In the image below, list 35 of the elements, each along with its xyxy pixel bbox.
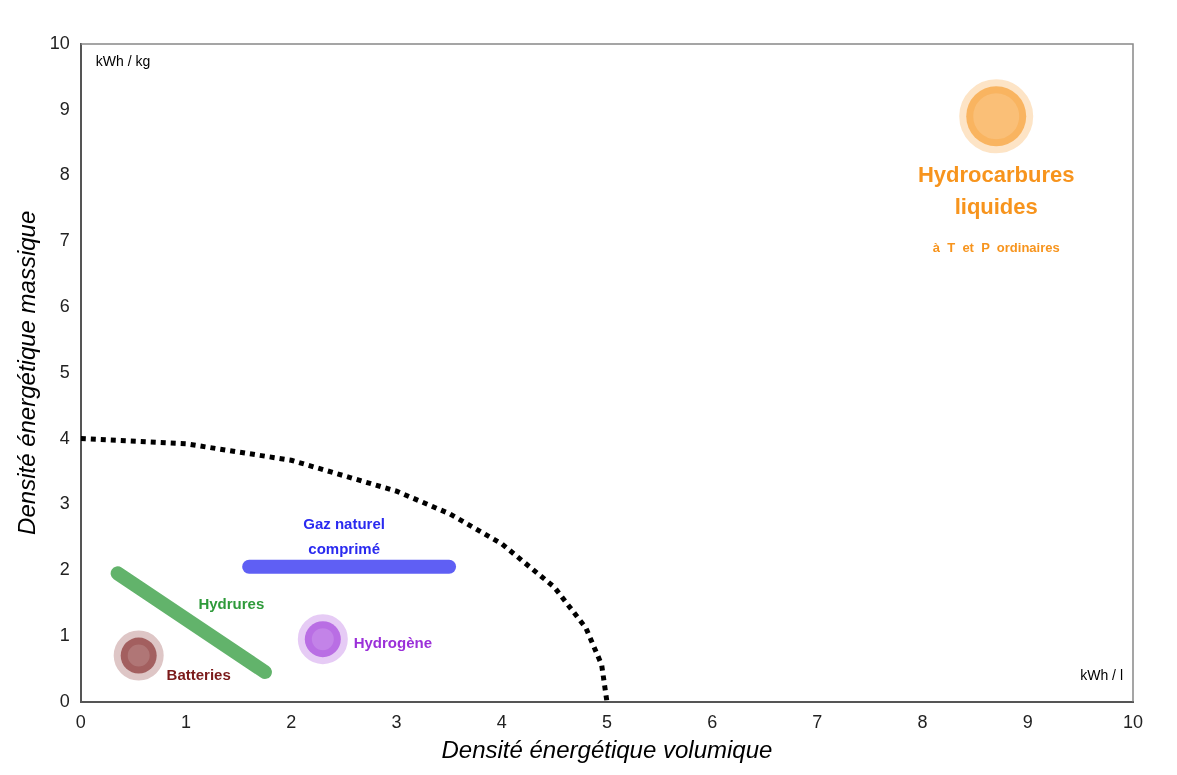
series-label: Gaz naturel comprimé bbox=[303, 514, 385, 557]
x-tick-label: 3 bbox=[391, 712, 402, 733]
y-tick-label: 0 bbox=[59, 690, 70, 711]
series-label: Batteries bbox=[166, 665, 231, 683]
y-tick-label: 9 bbox=[59, 98, 70, 119]
x-axis-title: Densité énergétique volumique bbox=[441, 736, 773, 764]
y-tick-label: 6 bbox=[59, 296, 70, 317]
point bbox=[959, 79, 1034, 154]
annotation: kWh / kg bbox=[95, 52, 151, 69]
text: Hydrocarbures liquides bbox=[917, 162, 1075, 220]
annotation: kWh / l bbox=[1080, 667, 1123, 684]
x-tick-label: 0 bbox=[75, 712, 86, 733]
x-tick-label: 10 bbox=[1122, 712, 1144, 733]
x-tick-label: 2 bbox=[286, 712, 297, 733]
x-tick-label: 1 bbox=[181, 712, 192, 733]
x-tick-label: 4 bbox=[496, 712, 507, 733]
y-tick-label: 1 bbox=[59, 624, 70, 645]
x-tick-label: 9 bbox=[1022, 712, 1033, 733]
y-tick-label: 5 bbox=[59, 361, 70, 382]
annotation: à T et P ordinaires bbox=[932, 239, 1060, 255]
point bbox=[297, 614, 348, 665]
series-label: Hydrures bbox=[198, 594, 265, 612]
y-axis-title: Densité énergétique massique bbox=[13, 210, 41, 535]
series-label: Hydrogène bbox=[353, 634, 432, 652]
y-tick-label: 2 bbox=[59, 559, 70, 580]
y-tick-label: 4 bbox=[59, 427, 70, 448]
x-tick-label: 7 bbox=[812, 712, 823, 733]
y-tick-label: 7 bbox=[59, 230, 70, 251]
x-tick-label: 6 bbox=[707, 712, 718, 733]
x-tick-label: 5 bbox=[601, 712, 612, 733]
x-tick-label: 8 bbox=[917, 712, 928, 733]
point bbox=[113, 630, 164, 681]
y-tick-label: 10 bbox=[49, 32, 70, 53]
y-tick-label: 3 bbox=[59, 493, 70, 514]
y-tick-label: 8 bbox=[59, 164, 70, 185]
